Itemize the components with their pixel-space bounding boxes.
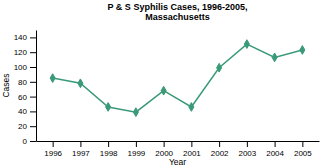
point [272, 53, 277, 62]
x-tick-label: 2002 [211, 149, 229, 158]
y-tick-mark [30, 97, 36, 98]
point [189, 103, 194, 112]
y-axis-title: Cases [1, 73, 11, 97]
point [161, 86, 166, 95]
y-tick: 60 [18, 93, 36, 102]
y-tick: 120 [14, 48, 36, 57]
x-tick: 2000 [155, 141, 173, 158]
y-tick-mark [30, 126, 36, 127]
point [50, 74, 55, 83]
y-tick-label: 120 [14, 48, 28, 57]
x-tick-label: 1998 [100, 149, 118, 158]
marks [50, 40, 305, 117]
y-tick-mark [30, 111, 36, 112]
title-line: P & S Syphilis Cases, 1996-2005, [108, 2, 248, 12]
chart: P & S Syphilis Cases, 1996-2005,Massachu… [0, 0, 331, 168]
x-tick-mark [164, 141, 165, 147]
y-tick-mark [30, 37, 36, 38]
point [133, 108, 138, 117]
x-tick: 2002 [211, 141, 229, 158]
y-tick-label: 20 [18, 122, 27, 131]
y-tick: 140 [14, 33, 36, 42]
x-axis: 1996 1997 1998 1999 2000 2001 2002 2003 2004 2005 [37, 141, 320, 158]
x-tick-mark [302, 141, 303, 147]
title: P & S Syphilis Cases, 1996-2005,Massachu… [108, 2, 248, 22]
x-tick: 1998 [100, 141, 118, 158]
x-tick: 2005 [294, 141, 312, 158]
x-tick-label: 1996 [44, 149, 62, 158]
y-tick-label: 60 [18, 93, 27, 102]
point [217, 63, 222, 72]
x-tick: 1999 [127, 141, 145, 158]
y-tick-mark [30, 52, 36, 53]
x-tick-label: 1997 [72, 149, 90, 158]
x-tick-mark [80, 141, 81, 147]
x-tick: 2003 [238, 141, 256, 158]
y-tick-mark [30, 82, 36, 83]
x-tick-mark [53, 141, 54, 147]
y-axis-line [36, 31, 37, 142]
x-axis-title: Year [169, 157, 186, 167]
x-tick-label: 2003 [238, 149, 256, 158]
x-tick-label: 1999 [127, 149, 145, 158]
chart-container: P & S Syphilis Cases, 1996-2005,Massachu… [0, 0, 331, 168]
plot: 1996 1997 1998 1999 2000 2001 2002 2003 2004 2005… [14, 31, 320, 158]
y-tick-mark [30, 67, 36, 68]
x-tick-mark [247, 141, 248, 147]
y-tick-label: 40 [18, 107, 27, 116]
y-tick-label: 80 [18, 78, 27, 87]
y-tick: 40 [18, 107, 36, 116]
x-tick-mark [219, 141, 220, 147]
x-tick-label: 2005 [294, 149, 312, 158]
x-tick-mark [191, 141, 192, 147]
point [244, 40, 249, 49]
x-tick-mark [275, 141, 276, 147]
x-tick-mark [108, 141, 109, 147]
line [53, 44, 303, 112]
y-tick-label: 100 [14, 63, 28, 72]
y-tick: 20 [18, 122, 36, 131]
y-tick: 100 [14, 63, 36, 72]
x-tick: 1997 [72, 141, 90, 158]
y-tick-mark [30, 141, 36, 142]
x-tick-label: 2004 [266, 149, 284, 158]
point [106, 103, 111, 112]
x-tick: 2004 [266, 141, 284, 158]
y-tick-label: 140 [14, 33, 28, 42]
point [300, 46, 305, 55]
y-tick-label: 0 [23, 137, 28, 146]
x-tick: 1996 [44, 141, 62, 158]
x-axis-line [37, 141, 320, 142]
title-line: Massachusetts [145, 12, 210, 22]
y-axis: 0 20 40 60 80 100 120 140 [14, 31, 37, 147]
y-tick: 80 [18, 78, 36, 87]
x-tick: 2001 [183, 141, 201, 158]
y-tick: 0 [23, 137, 36, 146]
point [78, 79, 83, 88]
x-tick-mark [136, 141, 137, 147]
